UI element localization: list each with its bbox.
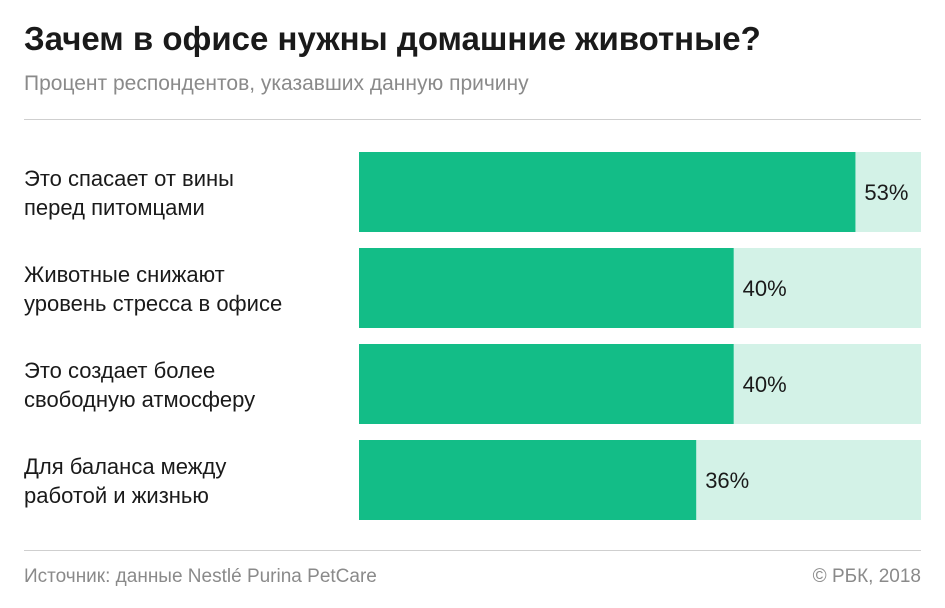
chart-subtitle: Процент респондентов, указавших данную п…	[24, 72, 529, 95]
category-label-line: работой и жизнью	[24, 483, 209, 508]
category-label-line: Это создает более	[24, 358, 215, 383]
category-label-line: уровень стресса в офисе	[24, 291, 282, 316]
value-label: 36%	[705, 468, 749, 493]
category-label-line: Это спасает от вины	[24, 166, 234, 191]
bar	[359, 344, 734, 424]
chart-title: Зачем в офисе нужны домашние животные?	[24, 20, 761, 57]
top-divider	[24, 119, 921, 120]
source-note: Источник: данные Nestlé Purina PetCare	[24, 566, 377, 587]
category-label-line: свободную атмосферу	[24, 387, 255, 412]
category-label-line: Животные снижают	[24, 262, 225, 287]
category-label-line: перед питомцами	[24, 195, 205, 220]
value-label: 40%	[743, 276, 787, 301]
bottom-divider	[24, 550, 921, 551]
bar	[359, 248, 734, 328]
copyright-note: © РБК, 2018	[812, 566, 921, 587]
category-label: Животные снижают уровень стресса в офисе	[24, 262, 282, 316]
category-label: Это создает более свободную атмосферу	[24, 358, 255, 412]
category-label-line: Для баланса между	[24, 454, 226, 479]
category-label: Для баланса между работой и жизнью	[24, 454, 226, 508]
bar	[359, 440, 697, 520]
bar	[359, 152, 856, 232]
value-label: 53%	[864, 180, 908, 205]
value-label: 40%	[743, 372, 787, 397]
category-label: Это спасает от вины перед питомцами	[24, 166, 234, 220]
